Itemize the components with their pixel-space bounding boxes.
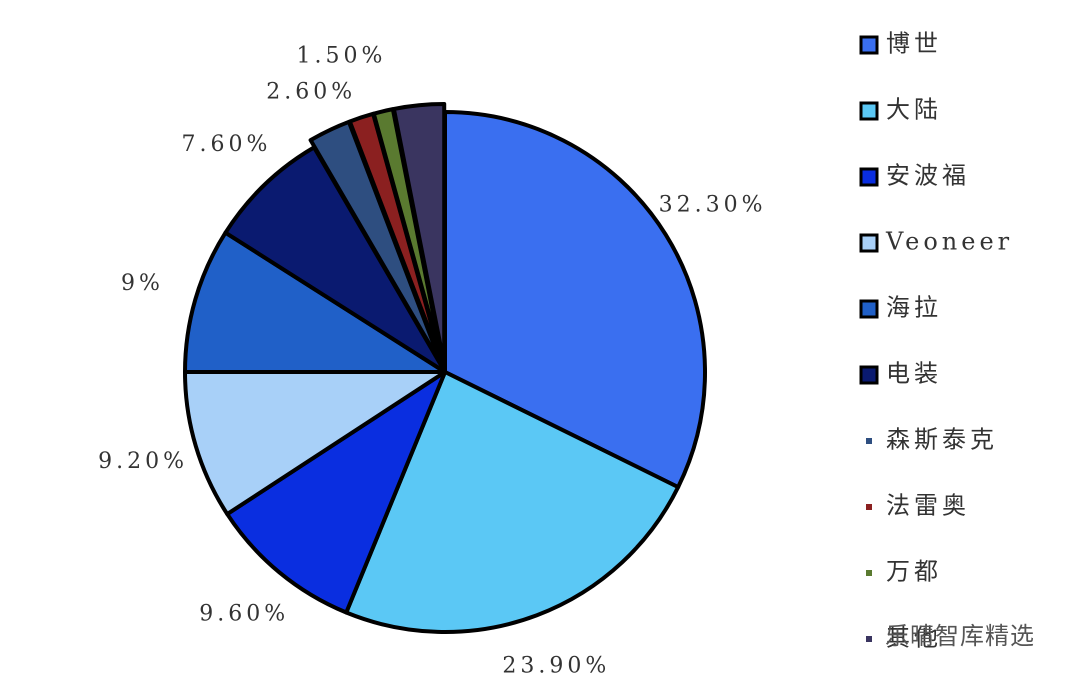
legend-label: 法雷奥: [886, 492, 970, 520]
legend-marker: [866, 636, 872, 642]
legend-marker: [859, 233, 879, 253]
slice: [225, 370, 447, 615]
pie: 32.30% 23.90% 9.60% 9.20% 9% 7.60% 2.60% 1.50%: [98, 44, 767, 679]
watermark: 乐晴智库精选: [885, 622, 1035, 650]
value-label: 32.30%: [659, 193, 767, 218]
legend-label: 万都: [886, 558, 942, 586]
legend-label: 电装: [886, 360, 942, 388]
legend-label: 博世: [886, 30, 942, 58]
value-label: 1.50%: [296, 44, 386, 69]
legend-marker: [859, 35, 879, 55]
value-label: 23.90%: [502, 654, 610, 679]
legend-marker: [859, 101, 879, 121]
value-label: 9.60%: [199, 602, 289, 627]
value-label: 7.60%: [182, 132, 272, 157]
legend-marker: [859, 167, 879, 187]
legend-marker: [866, 438, 872, 444]
value-label: 9%: [121, 271, 164, 296]
slice: [344, 370, 681, 634]
legend-marker: [859, 365, 879, 385]
legend-label: 其他: [886, 624, 942, 652]
slice: [391, 102, 447, 367]
legend-marker: [866, 570, 872, 576]
slice: [183, 370, 447, 517]
legend-marker: [859, 299, 879, 319]
value-label: 9.20%: [98, 449, 188, 474]
legend-label: 安波福: [886, 162, 970, 190]
legend-label: Veoneer: [885, 228, 1013, 256]
legend-label: 大陆: [886, 96, 942, 124]
value-label: 2.60%: [266, 79, 356, 104]
legend-marker: [866, 504, 872, 510]
slice: [223, 145, 447, 374]
slice: [183, 230, 447, 374]
legend-label: 森斯泰克: [886, 426, 998, 454]
legend-label: 海拉: [886, 294, 942, 322]
slice: [443, 110, 707, 490]
